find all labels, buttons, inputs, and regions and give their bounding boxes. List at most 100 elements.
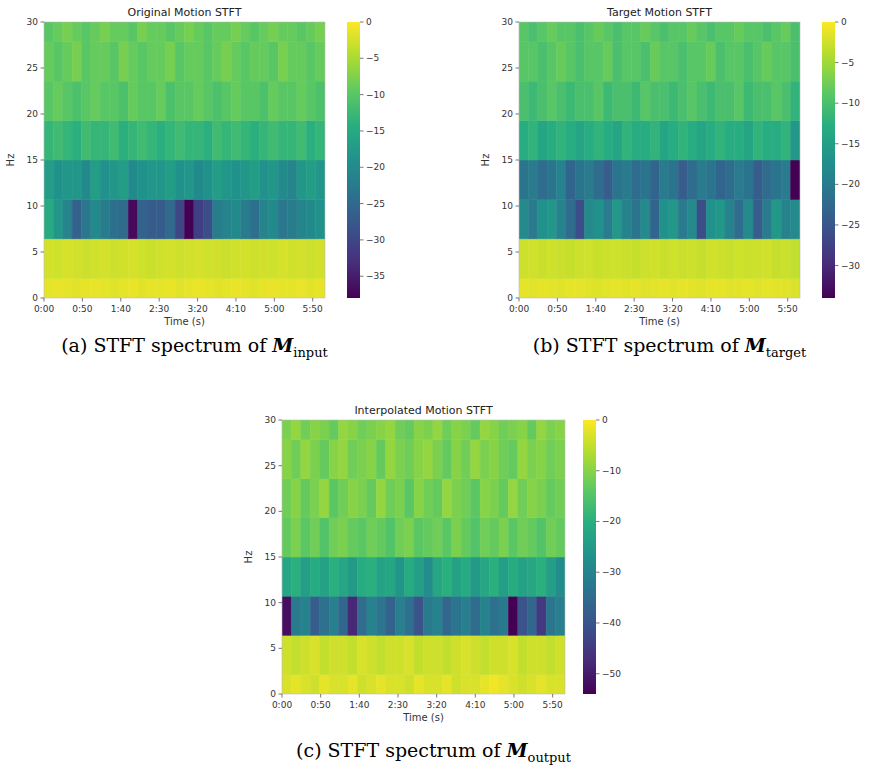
cell bbox=[301, 479, 310, 518]
cell bbox=[480, 479, 489, 518]
cells bbox=[519, 22, 800, 298]
cell bbox=[622, 278, 631, 298]
cell bbox=[527, 674, 536, 694]
cell bbox=[622, 199, 631, 238]
cell bbox=[641, 278, 650, 298]
cell bbox=[744, 239, 753, 278]
y-tick bbox=[41, 68, 45, 69]
cell bbox=[316, 121, 325, 160]
cell bbox=[395, 518, 404, 557]
cell bbox=[138, 278, 147, 298]
y-tick bbox=[279, 602, 283, 603]
cell bbox=[716, 239, 725, 278]
cell bbox=[716, 81, 725, 120]
caption-symbol: M bbox=[271, 334, 294, 356]
cell bbox=[306, 278, 315, 298]
cell bbox=[772, 42, 781, 81]
cell bbox=[566, 160, 575, 199]
cell bbox=[119, 42, 128, 81]
x-tick-label: 5:00 bbox=[264, 304, 284, 314]
cell bbox=[297, 160, 306, 199]
cell bbox=[386, 479, 395, 518]
cell bbox=[461, 596, 470, 635]
caption: (b) STFT spectrum of Mtarget bbox=[533, 334, 807, 360]
cell bbox=[110, 22, 119, 42]
cell bbox=[278, 199, 287, 238]
cell bbox=[156, 42, 165, 81]
cell bbox=[241, 160, 250, 199]
cell bbox=[641, 121, 650, 160]
cell bbox=[528, 239, 537, 278]
cell bbox=[147, 42, 156, 81]
cell bbox=[537, 635, 546, 674]
cell bbox=[706, 121, 715, 160]
cell bbox=[250, 42, 259, 81]
cell bbox=[185, 81, 194, 120]
cell bbox=[348, 557, 357, 596]
cell bbox=[772, 22, 781, 42]
cell bbox=[44, 160, 53, 199]
cell bbox=[241, 239, 250, 278]
cell bbox=[156, 278, 165, 298]
cell bbox=[753, 160, 762, 199]
cell bbox=[72, 239, 81, 278]
colorbar-tick-label: 0 bbox=[841, 17, 847, 27]
cell bbox=[72, 121, 81, 160]
x-tick-label: 3:20 bbox=[427, 700, 447, 710]
cell bbox=[518, 479, 527, 518]
cell bbox=[433, 420, 442, 440]
cell bbox=[556, 674, 565, 694]
cell bbox=[490, 596, 499, 635]
cell bbox=[781, 199, 790, 238]
cell bbox=[278, 81, 287, 120]
x-axis-title: Time (s) bbox=[638, 316, 680, 327]
cell bbox=[44, 239, 53, 278]
cell bbox=[452, 518, 461, 557]
cell bbox=[527, 420, 536, 440]
cells bbox=[282, 420, 565, 694]
cell bbox=[660, 42, 669, 81]
cell bbox=[405, 557, 414, 596]
cell bbox=[442, 518, 451, 557]
cell bbox=[556, 557, 565, 596]
cell bbox=[81, 22, 90, 42]
colorbar-tick bbox=[596, 673, 600, 674]
cell bbox=[306, 239, 315, 278]
cell bbox=[166, 160, 175, 199]
cell bbox=[348, 440, 357, 479]
cell bbox=[175, 121, 184, 160]
cell bbox=[424, 420, 433, 440]
caption-subscript: output bbox=[528, 750, 572, 765]
cell bbox=[386, 440, 395, 479]
cell bbox=[499, 674, 508, 694]
cell bbox=[63, 199, 72, 238]
cell bbox=[316, 239, 325, 278]
cell bbox=[278, 239, 287, 278]
colorbar-tick-label: −5 bbox=[841, 58, 854, 68]
cell bbox=[546, 518, 555, 557]
cell bbox=[147, 239, 156, 278]
cell bbox=[537, 674, 546, 694]
cell bbox=[603, 22, 612, 42]
cell bbox=[538, 121, 547, 160]
cell bbox=[566, 22, 575, 42]
x-tick bbox=[397, 694, 398, 698]
cell bbox=[528, 160, 537, 199]
cell bbox=[575, 239, 584, 278]
cell bbox=[528, 121, 537, 160]
x-tick-label: 0:50 bbox=[311, 700, 331, 710]
cell bbox=[546, 420, 555, 440]
cell bbox=[100, 239, 109, 278]
cell bbox=[697, 42, 706, 81]
cell bbox=[119, 22, 128, 42]
cell bbox=[433, 635, 442, 674]
cell bbox=[357, 596, 366, 635]
cell bbox=[538, 42, 547, 81]
cell bbox=[490, 674, 499, 694]
cell bbox=[53, 278, 62, 298]
cell bbox=[81, 239, 90, 278]
cell bbox=[100, 278, 109, 298]
cell bbox=[348, 518, 357, 557]
cell bbox=[650, 121, 659, 160]
cell bbox=[678, 121, 687, 160]
